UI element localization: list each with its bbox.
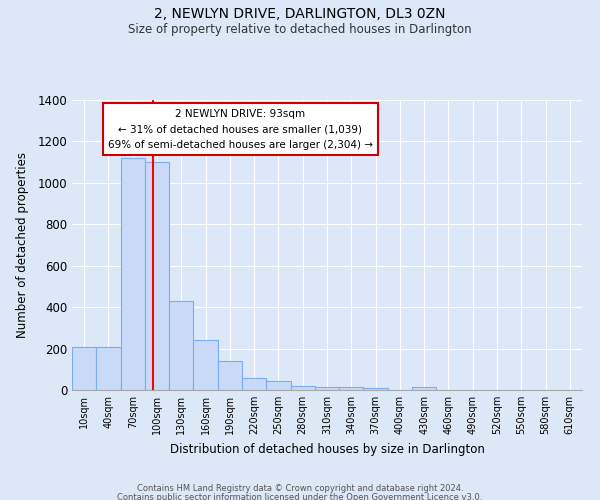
Text: 2 NEWLYN DRIVE: 93sqm
← 31% of detached houses are smaller (1,039)
69% of semi-d: 2 NEWLYN DRIVE: 93sqm ← 31% of detached … — [108, 108, 373, 150]
Bar — [218, 361, 242, 390]
Bar — [169, 301, 193, 390]
Bar — [339, 387, 364, 390]
Bar — [266, 380, 290, 390]
Bar — [145, 162, 169, 390]
Bar — [290, 386, 315, 390]
Bar — [72, 346, 96, 390]
Text: Contains HM Land Registry data © Crown copyright and database right 2024.: Contains HM Land Registry data © Crown c… — [137, 484, 463, 493]
Bar — [315, 387, 339, 390]
Y-axis label: Number of detached properties: Number of detached properties — [16, 152, 29, 338]
Text: Size of property relative to detached houses in Darlington: Size of property relative to detached ho… — [128, 22, 472, 36]
Text: 2, NEWLYN DRIVE, DARLINGTON, DL3 0ZN: 2, NEWLYN DRIVE, DARLINGTON, DL3 0ZN — [154, 8, 446, 22]
Bar — [412, 387, 436, 390]
Bar — [193, 340, 218, 390]
Bar — [242, 378, 266, 390]
Bar — [121, 158, 145, 390]
Bar — [96, 346, 121, 390]
Bar — [364, 388, 388, 390]
Text: Contains public sector information licensed under the Open Government Licence v3: Contains public sector information licen… — [118, 492, 482, 500]
X-axis label: Distribution of detached houses by size in Darlington: Distribution of detached houses by size … — [170, 442, 484, 456]
